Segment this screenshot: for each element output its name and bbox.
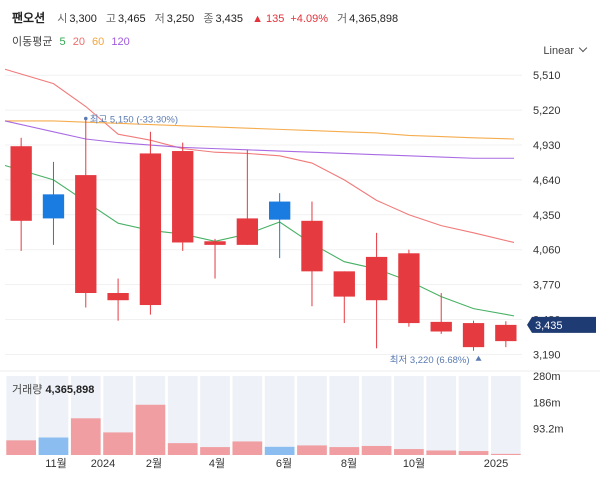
- current-price-label: 3,435: [535, 320, 563, 332]
- volume-bar: [70, 418, 101, 455]
- price-tick-label: 4,060: [533, 245, 561, 257]
- volume-bar: [394, 449, 424, 455]
- ma-60-line: [5, 120, 515, 140]
- ma-5-legend: 5: [59, 36, 66, 48]
- volume-bar: [135, 404, 166, 455]
- volume-bar: [458, 451, 489, 455]
- x-tick-label: 2025: [484, 458, 508, 470]
- price-tick-label: 3,770: [533, 280, 561, 292]
- volume-bar: [490, 453, 521, 455]
- volume-background-bar: [200, 376, 230, 455]
- candle-body: [398, 253, 420, 324]
- volume-bar: [200, 447, 230, 455]
- volume-background-bar: [490, 376, 521, 455]
- candle-body: [430, 321, 452, 332]
- price-tick-label: 4,640: [533, 175, 561, 187]
- volume-tick-label: 280m: [533, 371, 561, 383]
- volume-background-bar: [297, 376, 327, 455]
- high-value: 3,465: [118, 13, 146, 25]
- x-tick-label: 2024: [91, 458, 115, 470]
- ma-5-line: [4, 164, 515, 317]
- low-annotation: 최저 3,220 (6.68%): [390, 355, 470, 366]
- high-marker: [83, 116, 88, 121]
- price-tick-label: 4,930: [533, 140, 561, 152]
- ma-120-legend: 120: [111, 36, 130, 48]
- high-annotation: 최고 5,150 (-33.30%): [90, 115, 178, 126]
- candle-body: [10, 146, 32, 221]
- ma-120-line: [4, 120, 514, 159]
- price-tick-label: 3,190: [533, 349, 561, 361]
- candle-body: [42, 194, 65, 219]
- stock-name: 팬오션: [12, 11, 46, 25]
- volume-bar: [103, 432, 133, 455]
- volume-background-bar: [264, 376, 295, 455]
- volume-bar: [264, 446, 295, 455]
- volume-bar: [232, 441, 263, 455]
- candle-body: [172, 151, 194, 243]
- moving-average-title: 이동평균: [12, 36, 53, 48]
- price-tick-label: 5,220: [533, 105, 561, 117]
- volume-background-bar: [329, 376, 360, 455]
- volume-bar: [361, 445, 392, 455]
- volume-bar: [297, 445, 327, 455]
- x-tick-label: 11월: [45, 457, 67, 470]
- volume-background-bar: [167, 376, 198, 455]
- volume-bar: [6, 440, 37, 455]
- ma-20-line: [4, 68, 515, 244]
- volume-value: 4,365,898: [349, 13, 399, 25]
- x-tick-label: 4월: [209, 457, 225, 470]
- candle-body: [462, 323, 485, 348]
- scale-label: Linear: [543, 45, 574, 57]
- volume-background-bar: [458, 376, 489, 455]
- volume-panel-title: 거래량 4,365,898: [12, 381, 94, 397]
- candle-body: [75, 175, 97, 293]
- moving-average-legend[interactable]: 이동평균 5 20 60 120: [12, 33, 134, 49]
- change-value: ▲ 135: [252, 13, 285, 25]
- volume-background-bar: [361, 376, 392, 455]
- price-tick-label: 5,510: [533, 70, 561, 82]
- open-value: 3,300: [69, 13, 97, 25]
- price-tick-label: 4,350: [533, 210, 561, 222]
- close-label: 종: [203, 13, 214, 25]
- volume-bar: [38, 437, 69, 455]
- volume-bar: [167, 443, 198, 455]
- volume-tick-label: 186m: [533, 397, 561, 409]
- ma-60-legend: 60: [92, 36, 105, 48]
- high-label: 고: [105, 13, 117, 25]
- volume-label: 거: [337, 13, 348, 25]
- x-tick-label: 8월: [341, 457, 357, 470]
- open-label: 시: [57, 13, 68, 25]
- volume-panel-value: 4,365,898: [45, 384, 95, 396]
- low-label: 저: [154, 13, 165, 25]
- current-price-tag: [527, 316, 596, 333]
- low-value: 3,250: [166, 13, 195, 25]
- x-tick-label: 10월: [403, 457, 425, 470]
- scale-dropdown[interactable]: Linear: [543, 43, 588, 57]
- candle-body: [365, 256, 388, 301]
- candle-body: [204, 241, 226, 245]
- ma-20-legend: 20: [72, 36, 85, 48]
- low-marker: [475, 355, 482, 361]
- x-tick-label: 2월: [146, 457, 162, 470]
- change-percent: +4.09%: [290, 13, 328, 25]
- stock-summary-header: 팬오션 시 3,300 고 3,465 저 3,250 종 3,435 ▲ 135 +4.…: [12, 9, 404, 26]
- volume-background-bar: [394, 376, 424, 455]
- volume-bar: [426, 450, 457, 455]
- close-value: 3,435: [215, 13, 243, 25]
- volume-panel-label: 거래량: [12, 384, 43, 396]
- volume-bar: [329, 447, 360, 455]
- candle-body: [139, 153, 162, 306]
- candle-body: [236, 218, 259, 245]
- candle-body: [333, 271, 355, 297]
- volume-tick-label: 93.2m: [533, 424, 564, 436]
- volume-background-bar: [426, 376, 457, 455]
- candle-body: [107, 293, 129, 301]
- candle-body: [301, 220, 323, 272]
- candle-body: [495, 324, 517, 342]
- x-tick-label: 6월: [276, 457, 292, 470]
- candle-body: [268, 201, 291, 220]
